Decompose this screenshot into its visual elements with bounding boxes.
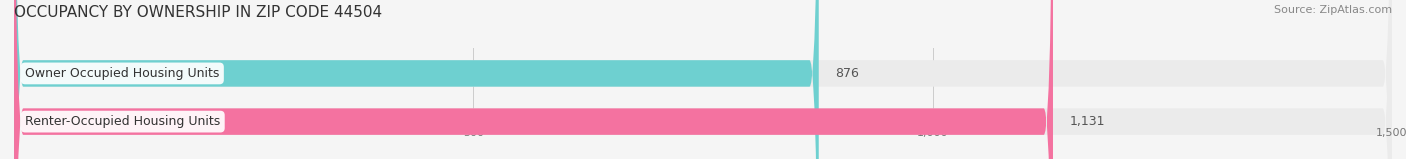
Text: Owner Occupied Housing Units: Owner Occupied Housing Units bbox=[25, 67, 219, 80]
Text: Renter-Occupied Housing Units: Renter-Occupied Housing Units bbox=[25, 115, 221, 128]
FancyBboxPatch shape bbox=[14, 0, 1053, 159]
FancyBboxPatch shape bbox=[14, 0, 818, 159]
FancyBboxPatch shape bbox=[14, 0, 1392, 159]
Text: OCCUPANCY BY OWNERSHIP IN ZIP CODE 44504: OCCUPANCY BY OWNERSHIP IN ZIP CODE 44504 bbox=[14, 5, 382, 20]
Text: 1,131: 1,131 bbox=[1070, 115, 1105, 128]
FancyBboxPatch shape bbox=[14, 0, 1392, 159]
Text: Source: ZipAtlas.com: Source: ZipAtlas.com bbox=[1274, 5, 1392, 15]
Text: 876: 876 bbox=[835, 67, 859, 80]
